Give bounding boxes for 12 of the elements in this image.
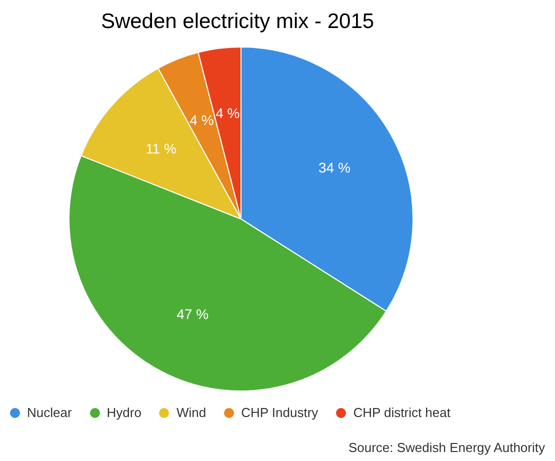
data-label: 47 % xyxy=(176,306,209,322)
data-label: 4 % xyxy=(216,105,240,122)
data-label: 34 % xyxy=(318,160,350,176)
data-label: 4 % xyxy=(190,112,214,128)
legend-label: Nuclear xyxy=(27,405,72,420)
legend-label: CHP Industry xyxy=(241,405,318,420)
legend-label: Hydro xyxy=(106,405,142,420)
legend-label: CHP district heat xyxy=(353,405,450,420)
legend-label: Wind xyxy=(176,405,206,420)
chart-title: Sweden electricity mix - 2015 xyxy=(100,10,376,34)
source-note: Source: Swedish Energy Authority xyxy=(348,440,545,455)
data-label: 11 % xyxy=(146,140,176,156)
